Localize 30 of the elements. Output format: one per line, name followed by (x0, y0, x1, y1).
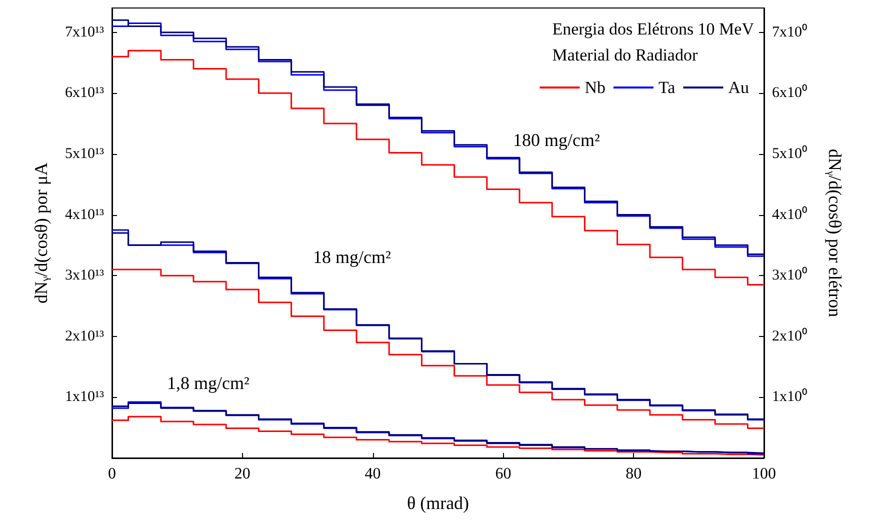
annotation: 1,8 mg/cm² (167, 373, 250, 393)
legend-title: Energia dos Elétrons 10 MeV Material do Radiador (552, 20, 755, 64)
legend-label: Ta (658, 78, 676, 97)
y-tick-label: 4x10¹³ (65, 206, 104, 223)
y2-tick-label: 7x10⁰ (772, 23, 807, 40)
x-tick-label: 20 (234, 466, 250, 482)
annotation: 180 mg/cm² (513, 130, 600, 150)
y2-tick-label: 5x10⁰ (772, 144, 807, 162)
y2-tick-label: 2x10⁰ (772, 327, 807, 344)
x-tick-label: 60 (495, 466, 512, 482)
y-tick-label: 1x10¹³ (65, 389, 104, 406)
y-tick-label: 5x10¹³ (65, 146, 104, 162)
x-tick-label: 100 (752, 466, 776, 482)
legend-label: Au (728, 78, 750, 97)
y2-tick-label: 6x10⁰ (772, 84, 807, 102)
x-axis-title: θ (mrad) (406, 493, 470, 513)
y-tick-label: 3x10¹³ (65, 268, 104, 284)
y-tick-label: 2x10¹³ (65, 328, 104, 344)
y2-tick-label: 1x10⁰ (772, 388, 807, 406)
x-tick-label: 40 (364, 466, 381, 482)
x-tick-label: 0 (108, 466, 116, 482)
y-tick-label: 6x10¹³ (65, 85, 104, 102)
y-tick-label: 7x10¹³ (65, 24, 104, 40)
y2-tick-label: 4x10⁰ (772, 206, 807, 223)
y-axis-title: dNᵧ/d(cosθ) por μA (31, 162, 51, 304)
y2-tick-label: 3x10⁰ (772, 266, 807, 284)
x-tick-label: 80 (626, 466, 642, 482)
legend-label: Nb (584, 78, 606, 97)
y2-axis-title: dNᵧ/d(cosθ) por elétron (825, 148, 845, 318)
annotation: 18 mg/cm² (313, 247, 391, 267)
